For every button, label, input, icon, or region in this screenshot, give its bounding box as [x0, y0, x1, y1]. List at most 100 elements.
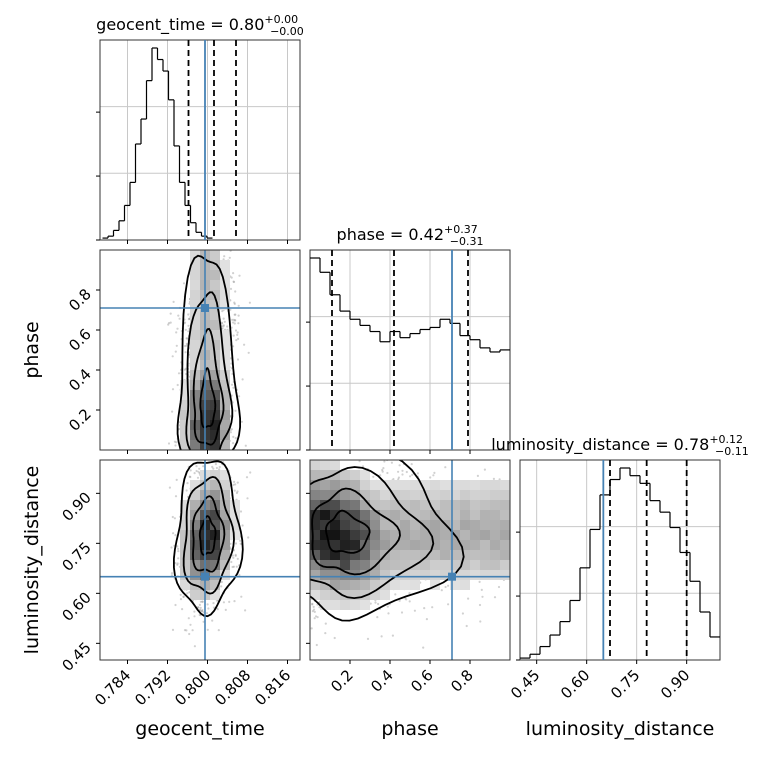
sample-point [177, 314, 180, 317]
sample-point [405, 598, 408, 601]
density-cell [310, 560, 320, 570]
sample-point [202, 465, 205, 468]
truth-marker [201, 304, 209, 312]
density-cell [320, 580, 330, 590]
density-cell [190, 500, 200, 510]
x-tick-label-phase: 0.6 [407, 666, 437, 696]
density-cell [220, 340, 230, 350]
sample-point [222, 601, 225, 604]
density-cell [430, 510, 440, 520]
density-cell [220, 520, 230, 530]
y-tick-label-luminosity_distance: 0.90 [58, 488, 94, 524]
density-cell [190, 250, 200, 260]
sample-point [401, 473, 404, 476]
density-cell [210, 590, 220, 600]
density-cell [440, 500, 450, 510]
density-cell [470, 560, 480, 570]
sample-point [188, 632, 191, 636]
sample-point [387, 612, 390, 615]
sample-point [230, 560, 233, 564]
density-cell [180, 530, 190, 540]
sample-point [239, 510, 243, 513]
density-cell [210, 280, 220, 290]
density-cell [220, 540, 230, 550]
sample-point [229, 431, 232, 434]
density-cell [410, 540, 420, 550]
density-cell [450, 510, 460, 520]
sample-point [215, 466, 218, 470]
sample-point [212, 467, 215, 470]
sample-point [174, 350, 177, 353]
sample-point [198, 467, 201, 470]
sample-point [199, 609, 202, 612]
density-cell [480, 540, 490, 550]
x-tick-label-luminosity_distance: 0.45 [507, 666, 543, 702]
sample-point [215, 599, 218, 602]
density-cell [230, 510, 240, 520]
density-cell [320, 590, 330, 600]
sample-point [195, 469, 198, 473]
sample-point [400, 611, 404, 614]
axes-frame [519, 459, 721, 661]
density-cell [190, 330, 200, 340]
x-axis-label-luminosity_distance: luminosity_distance [526, 718, 715, 740]
density-cell [210, 330, 220, 340]
sample-point [221, 310, 224, 313]
sample-point [478, 580, 481, 584]
sample-point [179, 593, 182, 596]
density-cell [480, 550, 490, 560]
density-cell [410, 480, 420, 490]
density-cell [460, 550, 470, 560]
sample-point [229, 547, 232, 551]
sample-point [175, 478, 178, 481]
density-cell [490, 490, 500, 500]
density-cell [310, 500, 320, 510]
sample-point [170, 572, 174, 575]
density-cell [460, 580, 470, 590]
sample-point [238, 574, 241, 577]
sample-point [377, 602, 380, 606]
sample-point [234, 553, 237, 557]
density-cell [420, 490, 430, 500]
density-cell [480, 500, 490, 510]
density-cell [310, 550, 320, 560]
sample-point [171, 515, 174, 519]
density-cell [310, 460, 320, 470]
density-cell [360, 470, 370, 480]
density-cell [440, 550, 450, 560]
density-cell [440, 480, 450, 490]
sample-point [234, 290, 237, 293]
sample-point [168, 486, 171, 489]
density-cell [350, 530, 360, 540]
sample-point [235, 339, 238, 342]
density-cell [370, 570, 380, 580]
sample-point [171, 355, 174, 358]
density-cell [420, 570, 430, 580]
density-cell [360, 550, 370, 560]
x-tick-label-geocent_time: 0.784 [91, 666, 134, 709]
density-cell [330, 590, 340, 600]
sample-point [493, 596, 497, 599]
sample-point [447, 603, 450, 606]
sample-point [246, 497, 249, 500]
density-cell [490, 560, 500, 570]
density-cell [320, 570, 330, 580]
sample-point [232, 280, 235, 283]
sample-point [372, 475, 375, 478]
sample-point [392, 478, 395, 481]
sample-point [405, 470, 408, 474]
sample-point [174, 603, 177, 607]
title-minus: −0.31 [450, 235, 484, 248]
sample-point [240, 595, 243, 598]
sample-point [184, 351, 187, 354]
sample-point [171, 628, 175, 632]
density-cell [400, 560, 410, 570]
sample-point [167, 322, 171, 325]
density-cell [180, 380, 190, 390]
sample-point [467, 597, 470, 600]
sample-point [247, 536, 250, 539]
sample-point [481, 595, 484, 598]
title-plus: +0.37 [444, 223, 478, 236]
hist-panel-luminosity_distance: luminosity_distance = 0.78+0.12 −0.11 [491, 433, 749, 664]
density-cell [220, 370, 230, 380]
